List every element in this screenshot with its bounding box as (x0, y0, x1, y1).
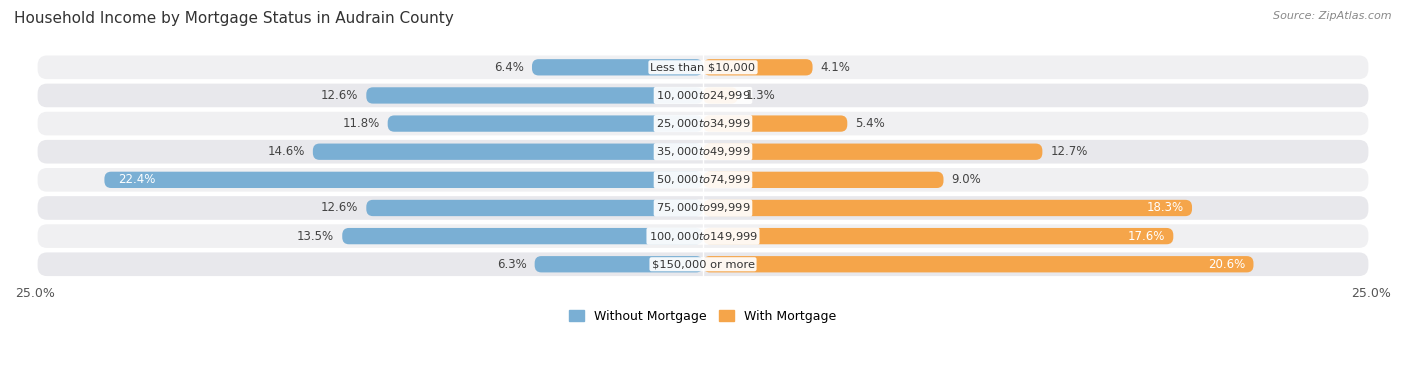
FancyBboxPatch shape (342, 228, 703, 244)
Legend: Without Mortgage, With Mortgage: Without Mortgage, With Mortgage (564, 305, 842, 328)
Text: 22.4%: 22.4% (118, 174, 155, 186)
Text: Less than $10,000: Less than $10,000 (651, 62, 755, 72)
FancyBboxPatch shape (314, 144, 703, 160)
Text: 6.3%: 6.3% (496, 258, 527, 271)
FancyBboxPatch shape (703, 115, 848, 132)
FancyBboxPatch shape (534, 256, 703, 273)
FancyBboxPatch shape (104, 172, 703, 188)
FancyBboxPatch shape (703, 228, 1174, 244)
FancyBboxPatch shape (38, 56, 1368, 79)
Text: 1.3%: 1.3% (745, 89, 776, 102)
Text: $25,000 to $34,999: $25,000 to $34,999 (655, 117, 751, 130)
FancyBboxPatch shape (367, 200, 703, 216)
Text: 11.8%: 11.8% (343, 117, 380, 130)
Text: 4.1%: 4.1% (821, 61, 851, 74)
FancyBboxPatch shape (703, 200, 1192, 216)
FancyBboxPatch shape (703, 256, 1254, 273)
Text: 20.6%: 20.6% (1208, 258, 1246, 271)
Text: 12.6%: 12.6% (321, 89, 359, 102)
FancyBboxPatch shape (38, 140, 1368, 164)
FancyBboxPatch shape (38, 196, 1368, 220)
FancyBboxPatch shape (703, 87, 738, 104)
FancyBboxPatch shape (703, 172, 943, 188)
Text: Source: ZipAtlas.com: Source: ZipAtlas.com (1274, 11, 1392, 21)
Text: $75,000 to $99,999: $75,000 to $99,999 (655, 201, 751, 214)
FancyBboxPatch shape (38, 253, 1368, 276)
Text: 5.4%: 5.4% (855, 117, 884, 130)
Text: Household Income by Mortgage Status in Audrain County: Household Income by Mortgage Status in A… (14, 11, 454, 26)
Text: 17.6%: 17.6% (1128, 229, 1166, 243)
Text: 12.6%: 12.6% (321, 201, 359, 214)
Text: $150,000 or more: $150,000 or more (651, 259, 755, 269)
FancyBboxPatch shape (38, 168, 1368, 192)
FancyBboxPatch shape (367, 87, 703, 104)
Text: 13.5%: 13.5% (297, 229, 335, 243)
FancyBboxPatch shape (703, 59, 813, 76)
FancyBboxPatch shape (388, 115, 703, 132)
Text: $35,000 to $49,999: $35,000 to $49,999 (655, 145, 751, 158)
Text: $10,000 to $24,999: $10,000 to $24,999 (655, 89, 751, 102)
FancyBboxPatch shape (38, 224, 1368, 248)
FancyBboxPatch shape (38, 112, 1368, 135)
Text: 9.0%: 9.0% (952, 174, 981, 186)
FancyBboxPatch shape (703, 144, 1042, 160)
Text: $100,000 to $149,999: $100,000 to $149,999 (648, 229, 758, 243)
Text: 18.3%: 18.3% (1147, 201, 1184, 214)
Text: 12.7%: 12.7% (1050, 145, 1088, 158)
Text: $50,000 to $74,999: $50,000 to $74,999 (655, 174, 751, 186)
Text: 6.4%: 6.4% (494, 61, 524, 74)
Text: 14.6%: 14.6% (267, 145, 305, 158)
FancyBboxPatch shape (38, 84, 1368, 107)
FancyBboxPatch shape (531, 59, 703, 76)
